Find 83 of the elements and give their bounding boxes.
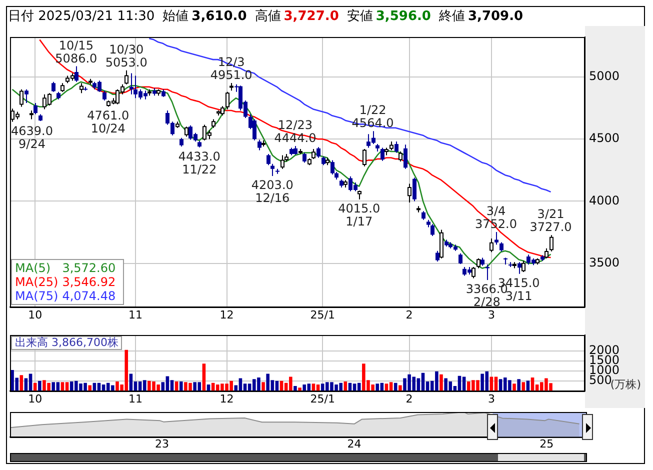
candlestick xyxy=(266,153,270,166)
candlestick xyxy=(270,163,274,176)
annotation: 10/15 5086.0 xyxy=(55,38,98,66)
bar xyxy=(298,388,302,391)
x-tick-label: 11 xyxy=(128,392,142,406)
annotation: 4761.0 10/24 xyxy=(87,108,130,136)
bar xyxy=(129,374,133,391)
bar xyxy=(20,375,24,391)
bar xyxy=(398,385,402,391)
bar xyxy=(357,382,361,391)
x-tick-label: 10 xyxy=(28,308,42,322)
x-tick-label: 3 xyxy=(488,308,495,322)
candlestick xyxy=(258,139,262,151)
candlestick xyxy=(430,224,434,236)
x-tick-label: 25 xyxy=(540,437,554,450)
x-tick-label: 23 xyxy=(154,437,169,450)
candlestick xyxy=(316,146,320,158)
candlestick xyxy=(436,250,440,262)
candlestick xyxy=(380,147,384,162)
annotation: 4433.0 11/22 xyxy=(178,149,220,176)
bar xyxy=(490,376,494,391)
bar xyxy=(376,384,380,391)
candlestick xyxy=(24,88,28,104)
text: 高値 3,727.0 xyxy=(254,9,339,24)
y-tick-label: 3500 xyxy=(589,255,620,270)
chart-title: 日付 2025/03/21 11:30 xyxy=(8,9,155,24)
candlestick xyxy=(34,102,38,115)
x-tick-label: 25/1 xyxy=(310,392,335,406)
bar xyxy=(440,374,443,391)
annotation: 4639.0 9/24 xyxy=(10,124,53,151)
candlestick xyxy=(394,141,398,154)
text: MA(5) 3,572.60 xyxy=(15,260,117,275)
x-tick-label: 11 xyxy=(128,308,142,322)
text: MA(75) 4,074.48 xyxy=(15,288,117,303)
x-tick-label: 3 xyxy=(488,392,495,406)
candlestick xyxy=(302,152,306,164)
y-tick-label: 4000 xyxy=(589,193,620,208)
annotation: 4203.0 12/16 xyxy=(251,178,294,205)
bar xyxy=(517,379,520,391)
annotation: 4015.0 1/17 xyxy=(338,201,380,228)
bar xyxy=(494,376,498,391)
candlestick xyxy=(494,232,498,246)
candlestick xyxy=(74,66,78,82)
y-tick-label: 5000 xyxy=(589,69,620,84)
x-tick-label: 2 xyxy=(406,308,413,322)
bar xyxy=(526,380,530,391)
y-tick-label: 500 xyxy=(589,372,612,387)
text: 安値 3,596.0 xyxy=(346,9,431,24)
bar xyxy=(179,381,183,391)
candlestick xyxy=(500,242,504,252)
candlestick xyxy=(458,252,462,264)
bar xyxy=(512,384,516,391)
bar xyxy=(202,364,206,391)
bar xyxy=(262,382,265,391)
x-tick-label: 2 xyxy=(406,392,413,406)
annotation: 12/23 4444.0 xyxy=(274,118,316,146)
annotation: 出来高 3,866,700株 xyxy=(11,336,122,350)
bar xyxy=(462,376,466,391)
x-tick-label: 12 xyxy=(220,392,234,406)
y-axis-title: (万株) xyxy=(610,378,641,391)
x-tick-label: 25/1 xyxy=(310,308,335,322)
candlestick xyxy=(52,81,56,92)
candlestick xyxy=(486,264,490,280)
annotation: 10/30 5053.0 xyxy=(105,42,148,70)
annotation: 3/21 3727.0 xyxy=(530,207,572,234)
bar xyxy=(28,374,32,391)
x-tick-label: 12 xyxy=(220,308,234,322)
y-tick-label: 4500 xyxy=(589,131,620,146)
text: 終値 3,709.0 xyxy=(438,9,524,24)
bar xyxy=(294,386,297,391)
candlestick xyxy=(412,177,416,202)
candlestick xyxy=(130,72,134,95)
bar xyxy=(38,380,42,391)
bar xyxy=(88,385,92,391)
x-tick-label: 24 xyxy=(347,437,362,450)
text: MA(25) 3,546.92 xyxy=(15,274,117,289)
candlestick xyxy=(404,144,408,170)
text: 始値 3,610.0 xyxy=(162,9,247,24)
x-tick-label: 10 xyxy=(28,392,42,406)
bar xyxy=(142,380,146,391)
candlestick xyxy=(518,262,522,274)
candlestick xyxy=(102,90,106,102)
bar xyxy=(394,382,398,391)
